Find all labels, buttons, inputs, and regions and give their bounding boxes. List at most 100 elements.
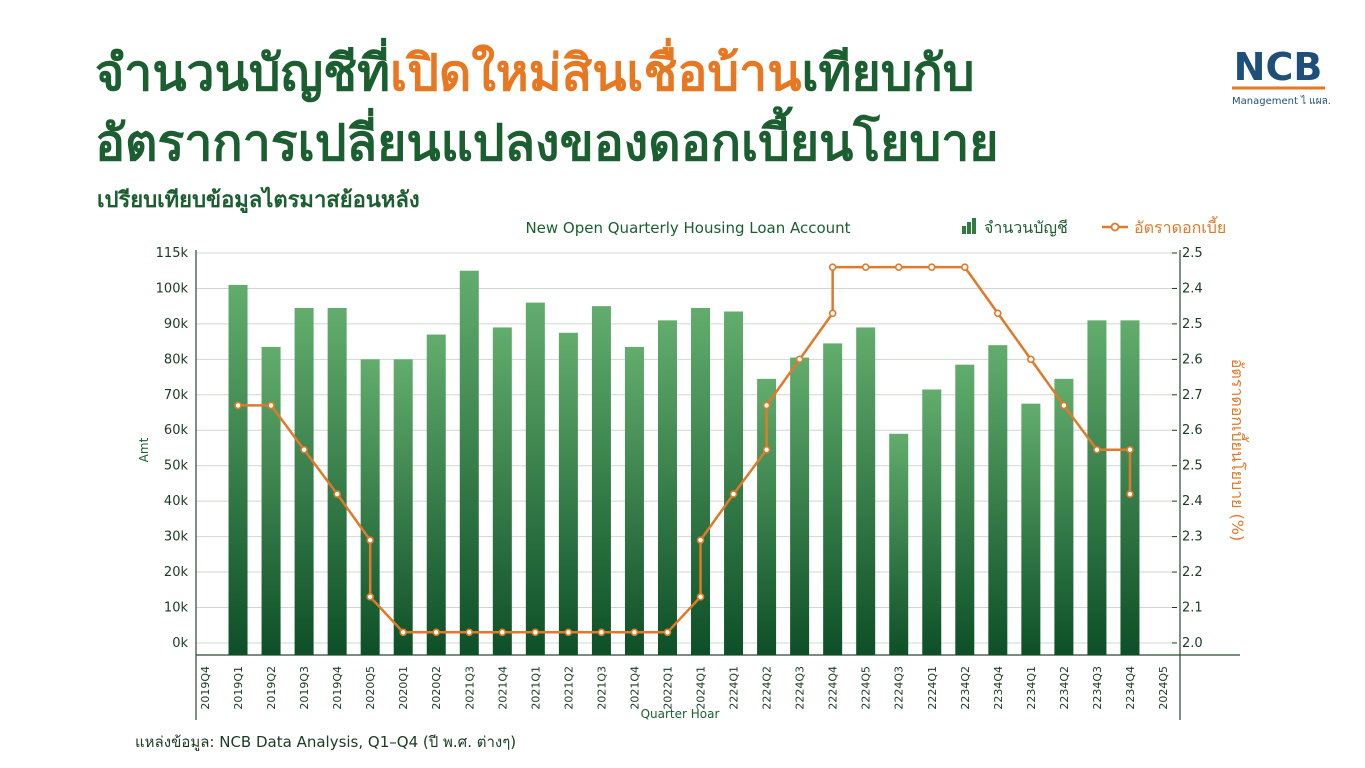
x-tick-label: 2224Q5	[860, 666, 873, 710]
rate-marker	[894, 263, 903, 271]
y2-tick-label: 2.5	[1182, 317, 1203, 332]
y2-tick-label: 2.6	[1182, 423, 1203, 438]
y2-tick-label: 2.5	[1182, 246, 1203, 261]
y-tick-label: 10k	[164, 600, 189, 615]
bar	[525, 302, 545, 655]
bar	[426, 334, 446, 655]
bar	[492, 327, 512, 655]
x-tick-label: 2234Q2	[959, 666, 972, 710]
rate-marker	[234, 401, 242, 410]
x-tick-label: 2021Q4	[496, 666, 509, 710]
x-tick-label: 2020Q5	[364, 666, 377, 710]
bar	[691, 307, 711, 655]
bar	[327, 307, 347, 655]
bar	[889, 433, 909, 655]
title-part: จำนวนบัญชีที่	[95, 38, 390, 102]
rate-marker	[564, 628, 573, 637]
title-part: เปิดใหม่สินเชื่อบ้าน	[390, 38, 801, 102]
rate-marker	[597, 628, 606, 637]
rate-marker	[729, 490, 738, 498]
rate-marker	[300, 445, 308, 454]
rate-marker	[828, 263, 837, 271]
rate-marker	[630, 628, 639, 637]
legend-swatch	[972, 218, 976, 234]
bar	[360, 359, 380, 655]
y2-tick-label: 2.4	[1182, 494, 1203, 509]
x-tick-label: 2021Q3	[463, 666, 476, 710]
legend-swatch	[967, 222, 971, 234]
y-tick-label: 30k	[164, 530, 189, 545]
bar	[757, 378, 777, 655]
x-tick-label: 2224Q3	[794, 666, 807, 710]
subtitle: เปรียบเทียบข้อมูลไตรมาสย้อนหลัง	[97, 186, 420, 214]
x-tick-label: 2224Q3	[893, 666, 906, 710]
x-tick-label: 2021Q4	[628, 666, 641, 710]
y-tick-label: 115k	[156, 246, 189, 261]
legend-label: จำนวนบัญชี	[984, 218, 1068, 237]
bar	[558, 332, 578, 655]
bar	[922, 389, 942, 655]
y-tick-label: 50k	[164, 459, 189, 474]
rate-marker	[994, 309, 1002, 318]
y-tick-label: 20k	[164, 565, 189, 580]
logo: NCB	[1234, 45, 1323, 89]
x-tick-label: 2020Q2	[430, 666, 443, 710]
rate-marker	[663, 628, 672, 637]
y2-tick-label: 2.3	[1182, 530, 1203, 545]
y-tick-label: 40k	[164, 494, 189, 509]
bar	[591, 306, 611, 655]
bar	[261, 346, 281, 655]
x-axis-label: Quarter Hoar	[641, 707, 720, 721]
bar	[790, 357, 810, 655]
y2-axis-label: อัตราดอกเบี้ยนโยบาย (%)	[1228, 359, 1249, 541]
source: แหล่งข้อมูล: NCB Data Analysis, Q1–Q4 (ป…	[135, 733, 516, 751]
bar	[1087, 320, 1107, 655]
rate-marker	[1093, 445, 1101, 454]
bar	[393, 359, 413, 655]
rate-marker	[1126, 490, 1134, 498]
rate-marker	[762, 401, 771, 410]
legend-swatch	[962, 226, 966, 234]
y-tick-label: 70k	[164, 388, 189, 403]
rate-marker	[366, 593, 374, 601]
bar	[823, 343, 843, 655]
y-tick-label: 80k	[164, 352, 189, 367]
logo-sub: Management ไ แผล.	[1232, 95, 1331, 107]
rate-marker	[927, 263, 936, 271]
y2-tick-label: 2.0	[1182, 636, 1203, 651]
legend-swatch	[1110, 222, 1120, 232]
x-tick-label: 2021Q2	[562, 666, 575, 710]
title-part: เทียบกับ	[801, 44, 974, 102]
y-tick-label: 100k	[156, 281, 189, 296]
title-line2: อัตราการเปลี่ยนแปลงของดอกเบี้ยนโยบาย	[95, 106, 999, 172]
y2-tick-label: 2.2	[1182, 565, 1203, 580]
y2-tick-label: 2.7	[1182, 388, 1203, 403]
rate-marker	[432, 628, 441, 637]
x-tick-label: 2234Q4	[992, 666, 1005, 710]
x-tick-label: 2224Q1	[728, 666, 741, 710]
bar	[294, 307, 314, 655]
x-tick-label: 2224Q4	[827, 666, 840, 710]
y2-tick-label: 2.4	[1182, 281, 1203, 296]
rate-marker	[960, 263, 969, 271]
bar	[856, 327, 876, 655]
rate-marker	[861, 263, 870, 271]
x-tick-label: 2020Q1	[397, 666, 410, 710]
bar	[624, 346, 644, 655]
rate-marker	[762, 445, 771, 454]
y-axis-label: Amt	[137, 437, 151, 462]
x-tick-label: 2022Q1	[661, 666, 674, 710]
x-tick-label: 2234Q2	[1058, 666, 1071, 710]
x-tick-label: 2024Q1	[695, 666, 708, 710]
bar	[1054, 378, 1074, 655]
y-tick-label: 0k	[172, 636, 188, 651]
x-tick-label: 2024Q5	[1157, 666, 1170, 710]
rate-marker	[828, 309, 837, 318]
bar	[988, 345, 1008, 655]
rate-marker	[696, 536, 705, 544]
x-tick-label: 2019Q2	[265, 666, 278, 710]
y2-tick-label: 2.6	[1182, 352, 1203, 367]
bar	[724, 311, 744, 655]
legend-label: อัตราดอกเบี้ย	[1134, 216, 1226, 237]
